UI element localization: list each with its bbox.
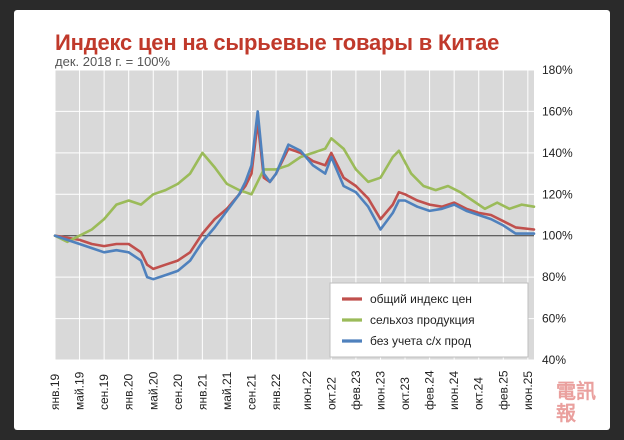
x-tick-label: сен.21	[245, 374, 259, 410]
y-tick-label: 100%	[542, 229, 573, 243]
legend-label: общий индекс цен	[370, 292, 472, 306]
legend-label: без учета с/х прод	[370, 334, 471, 348]
x-tick-label: май.20	[146, 371, 160, 410]
x-tick-label: июн.23	[373, 371, 387, 410]
x-tick-label: янв.21	[195, 373, 209, 410]
chart-subtitle: дек. 2018 г. = 100%	[55, 54, 171, 69]
y-tick-label: 120%	[542, 187, 573, 201]
x-tick-label: июн.24	[447, 371, 461, 410]
x-tick-label: окт.24	[472, 377, 486, 410]
x-tick-label: окт.23	[398, 377, 412, 410]
x-tick-label: июн.22	[300, 371, 314, 410]
x-tick-label: янв.22	[269, 373, 283, 410]
series-line-1	[53, 137, 536, 244]
x-tick-label: фев.23	[349, 370, 363, 410]
series-line-2	[53, 110, 536, 281]
x-tick-label: сен.20	[171, 374, 185, 410]
x-tick-label: май.21	[220, 371, 234, 410]
x-tick-label: июн.25	[521, 371, 535, 410]
x-tick-label: окт.22	[324, 377, 338, 410]
y-tick-label: 40%	[542, 353, 566, 367]
x-tick-label: фев.24	[423, 370, 437, 410]
watermark-stamp: 電訊報	[556, 379, 596, 425]
chart-title: Индекс цен на сырьевые товары в Китае	[55, 30, 500, 55]
legend-box	[329, 282, 529, 358]
y-tick-label: 160%	[542, 104, 573, 118]
y-tick-label: 80%	[542, 270, 566, 284]
y-tick-label: 60%	[542, 312, 566, 326]
y-tick-label: 140%	[542, 146, 573, 160]
x-tick-label: сен.19	[97, 374, 111, 410]
x-tick-label: май.19	[73, 371, 87, 410]
y-tick-label: 180%	[542, 63, 573, 77]
x-tick-label: янв.20	[122, 373, 136, 410]
x-tick-label: янв.19	[48, 373, 62, 410]
legend-label: сельхоз продукция	[370, 313, 475, 327]
x-tick-label: фев.25	[496, 370, 510, 410]
